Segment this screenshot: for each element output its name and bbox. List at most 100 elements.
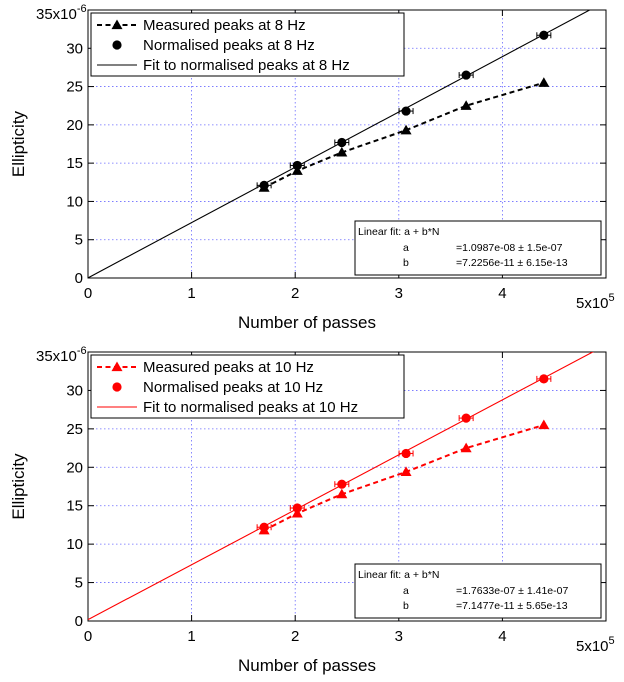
y-tick-label: 20 [66,117,83,134]
fit-param-row: b =7.1477e-11 ± 5.65e-13 [403,600,568,612]
fit-line [88,352,594,621]
x-tick-label: 3 [395,285,403,302]
legend-item-2: Normalised peaks at 8 Hz [112,37,315,54]
x-tick-label: 1 [187,628,195,645]
y-tick-label: 30 [66,382,83,399]
data-point [337,479,347,489]
fit-param-value: =1.7633e-07 ± 1.41e-07 [456,585,568,597]
y-tick-label: 10 [66,193,83,210]
plot-area [88,10,591,278]
legend-label: Measured peaks at 10 Hz [143,359,314,376]
x-axis-multiplier-exponent: 5 [609,292,615,304]
legend-box [90,12,405,77]
x-axis-multiplier-base: 5x10 [576,638,609,655]
legend-label: Normalised peaks at 10 Hz [143,379,323,396]
fit-line [88,10,591,278]
fit-param-row: a =1.7633e-07 ± 1.41e-07 [403,585,568,597]
y-tick-label: 5 [75,232,83,249]
legend-item-3: Fit to normalised peaks at 10 Hz [97,399,358,416]
legend-marker [111,19,123,30]
data-point [460,442,472,453]
data-point [400,466,412,477]
fit-param-name: b [403,257,409,269]
y-axis-multiplier-base: 35x10 [36,6,77,23]
y-tick-label: 10 [66,536,83,553]
data-point [401,448,411,459]
fit-box-title: Linear fit: a + b*N [358,569,439,581]
fit-param-name: a [403,585,409,597]
x-axis-multiplier: 5x105 [576,292,615,312]
fit-box-frame [354,563,602,619]
x-tick-label: 4 [498,285,506,302]
y-axis-multiplier-exponent: -6 [77,345,87,357]
fit-box-title: Linear fit: a + b*N [358,226,439,238]
x-axis-multiplier-base: 5x10 [576,295,609,312]
data-point [538,419,550,430]
series-1 [258,419,550,535]
legend-label: Fit to normalised peaks at 8 Hz [143,57,350,74]
y-tick-label: 15 [66,155,83,172]
y-tick-label: 25 [66,421,83,438]
x-axis-multiplier: 5x105 [576,635,615,655]
plot-frame [87,351,607,622]
data-point [460,100,472,110]
x-tick-label: 2 [291,628,299,645]
x-tick-label: 1 [187,285,195,302]
fit-box-frame [354,220,602,276]
x-tick-label: 3 [395,628,403,645]
y-tick-label: 30 [66,40,83,57]
legend-label: Fit to normalised peaks at 10 Hz [143,399,358,416]
y-tick-label: 0 [75,270,83,287]
legend: Measured peaks at 10 Hz Normalised peaks … [90,354,405,419]
legend-item-1: Measured peaks at 10 Hz [97,359,314,376]
y-tick-label: 20 [66,459,83,476]
legend-item-3: Fit to normalised peaks at 8 Hz [97,57,350,74]
data-point [539,30,549,40]
legend-item-1: Measured peaks at 8 Hz [97,17,306,34]
legend-label: Normalised peaks at 8 Hz [143,37,315,54]
y-axis-title: Ellipticity [9,110,28,177]
data-point [336,488,348,499]
x-axis-title: Number of passes [238,656,376,675]
plot-frame [87,9,607,279]
y-axis-multiplier-base: 35x10 [36,348,77,365]
legend: Measured peaks at 8 Hz Normalised peaks a… [90,12,405,77]
legend-marker [111,361,123,372]
y-axis-multiplier-exponent: -6 [77,3,87,15]
fit-param-value: =7.2256e-11 ± 6.15e-13 [456,257,568,269]
data-point [292,160,302,171]
legend-label: Measured peaks at 8 Hz [143,17,306,34]
legend-box [90,354,405,419]
data-point [291,507,303,518]
data-point [400,124,412,135]
series-2 [256,374,552,532]
x-axis-multiplier-exponent: 5 [609,635,615,647]
x-axis-title: Number of passes [238,313,376,332]
plot-area [88,352,594,621]
data-point [291,165,303,175]
data-point [538,77,550,87]
y-tick-label: 5 [75,575,83,592]
y-tick-label: 0 [75,613,83,630]
x-tick-label: 0 [84,285,92,302]
y-axis-multiplier: 35x10-6 [36,345,87,365]
y-axis-title: Ellipticity [9,453,28,520]
fit-param-value: =7.1477e-11 ± 5.65e-13 [456,600,568,612]
y-tick-label: 25 [66,79,83,96]
fit-param-value: =1.0987e-08 ± 1.5e-07 [456,242,563,254]
x-tick-label: 4 [498,628,506,645]
series-3 [88,352,594,621]
y-tick-label: 15 [66,498,83,515]
y-axis-multiplier: 35x10-6 [36,3,87,23]
fit-param-name: b [403,600,409,612]
series-1 [258,77,550,192]
fit-results-box: Linear fit: a + b*N a =1.7633e-07 ± 1.41e-… [354,563,602,619]
fit-results-box: Linear fit: a + b*N a =1.0987e-08 ± 1.5e-0… [354,220,602,276]
fit-param-name: a [403,242,409,254]
series-3 [88,10,591,278]
data-point [292,503,302,513]
legend-item-2: Normalised peaks at 10 Hz [112,379,323,396]
